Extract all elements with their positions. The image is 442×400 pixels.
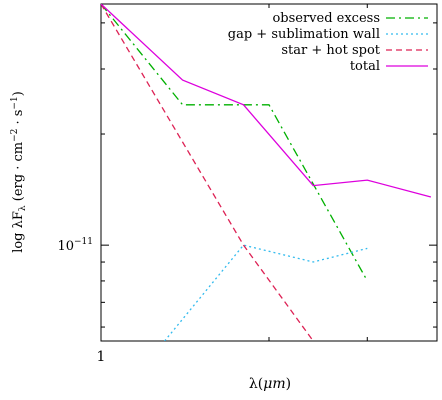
y-axis-label-sup1: −2 (10, 129, 20, 142)
x-axis-label-close: ) (286, 376, 291, 392)
y-axis-label-sub: λ (18, 205, 28, 211)
y-axis-label-sup2: −1 (10, 96, 20, 109)
y-tick-label: 10−11 (57, 237, 93, 254)
x-tick-label: 1 (97, 349, 106, 365)
axis-ticks: 1 10−11 (57, 4, 438, 365)
x-axis-label-unit: μm (263, 376, 285, 392)
legend-label-1: gap + sublimation wall (228, 27, 380, 42)
y-axis-label-paren: (erg · cm (11, 142, 26, 205)
y-axis-label-close: ) (11, 91, 26, 96)
series-line-3 (101, 4, 432, 198)
legend-label-0: observed excess (272, 11, 380, 26)
legend-label-2: star + hot spot (281, 43, 380, 58)
x-axis-label-main: λ( (249, 376, 263, 392)
y-axis-label-mid: · s (11, 110, 26, 129)
x-axis-label: λ(μm) (249, 376, 291, 392)
legend-label-3: total (350, 59, 380, 74)
y-axis-label: log λFλ (erg · cm−2 · s−1) (10, 91, 28, 253)
series-line-1 (164, 244, 368, 341)
series-line-0 (101, 4, 368, 282)
y-axis-label-prefix: log λF (11, 211, 26, 253)
series-group (101, 4, 432, 341)
series-line-2 (101, 4, 314, 341)
plot-frame (100, 3, 438, 342)
